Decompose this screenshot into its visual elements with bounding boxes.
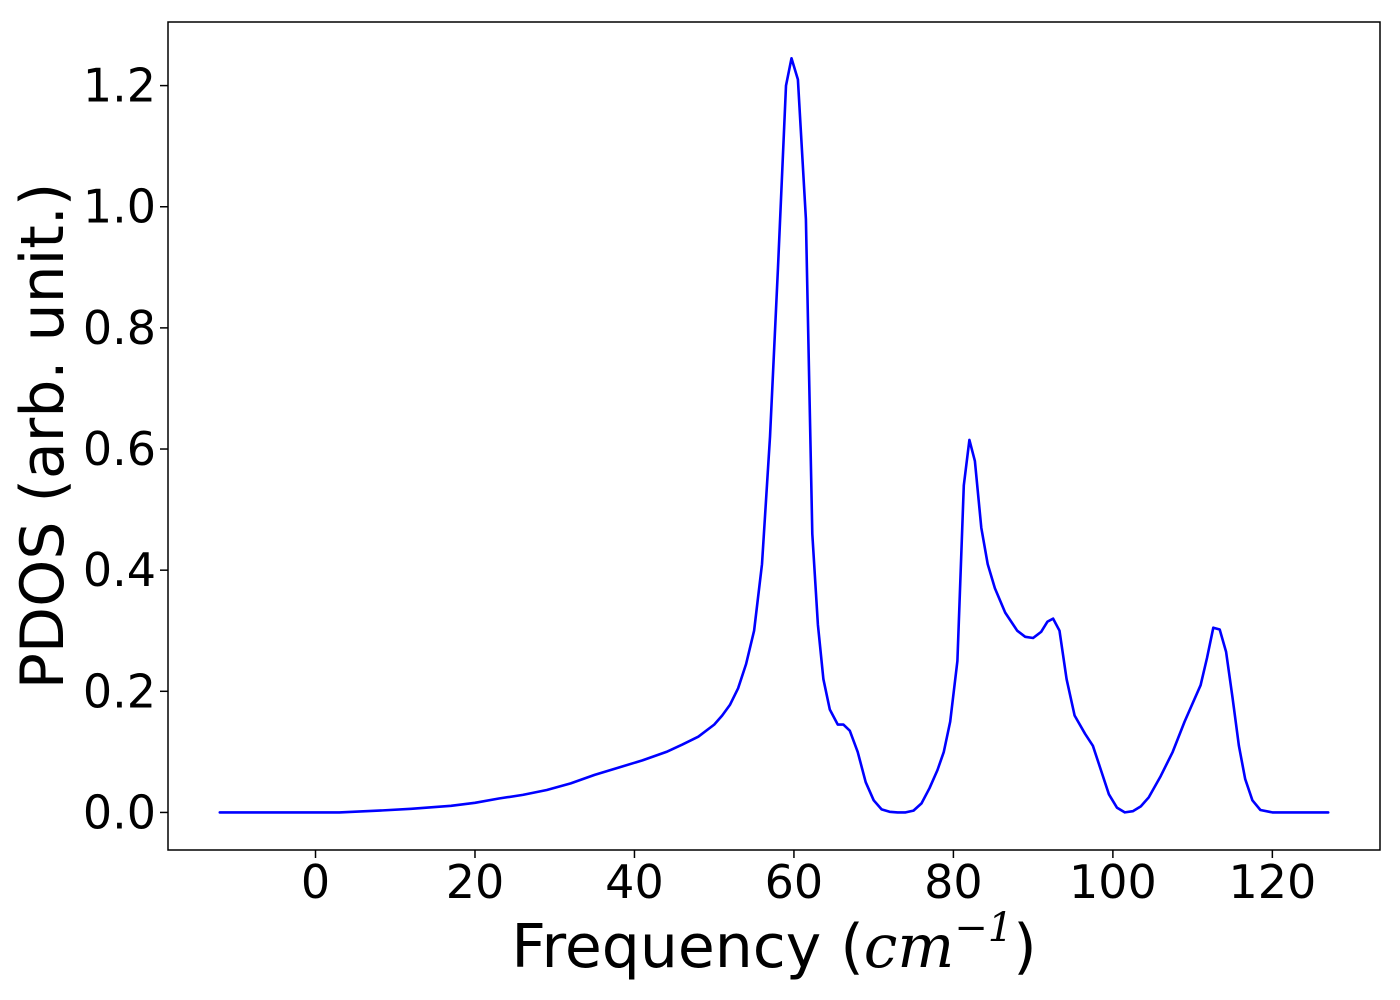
x-axis-title: Frequency (cm−1) — [511, 905, 1036, 982]
y-tick-label: 0.8 — [83, 301, 156, 355]
x-axis-title-math: cm — [864, 912, 955, 982]
x-tick-label: 120 — [1228, 855, 1316, 909]
x-tick-label: 20 — [446, 855, 505, 909]
plot-frame — [167, 21, 1381, 851]
y-tick-label: 0.6 — [83, 422, 156, 476]
x-axis-ticks: 0 20 40 60 80 100 120 — [301, 850, 1316, 909]
y-axis-title: PDOS (arb. unit.) — [8, 183, 78, 690]
x-axis-title-superscript: −1 — [954, 905, 1013, 951]
x-axis-title-close: ) — [1013, 912, 1036, 982]
y-tick-label: 0.0 — [83, 785, 156, 839]
y-tick-label: 1.0 — [83, 180, 156, 234]
y-tick-label: 1.2 — [83, 59, 156, 113]
x-tick-label: 0 — [301, 855, 330, 909]
x-tick-label: 100 — [1069, 855, 1157, 909]
y-tick-label: 0.4 — [83, 543, 156, 597]
plot-background — [168, 22, 1380, 850]
y-axis-ticks: 0.0 0.2 0.4 0.6 0.8 1.0 1.2 — [83, 59, 168, 839]
pdos-series-line — [218, 56, 1330, 814]
x-axis-title-text: Frequency ( — [511, 912, 863, 982]
series-layer — [218, 56, 1330, 814]
x-tick-label: 40 — [605, 855, 664, 909]
x-tick-label: 80 — [924, 855, 983, 909]
x-tick-label: 60 — [765, 855, 824, 909]
y-tick-label: 0.2 — [83, 664, 156, 718]
